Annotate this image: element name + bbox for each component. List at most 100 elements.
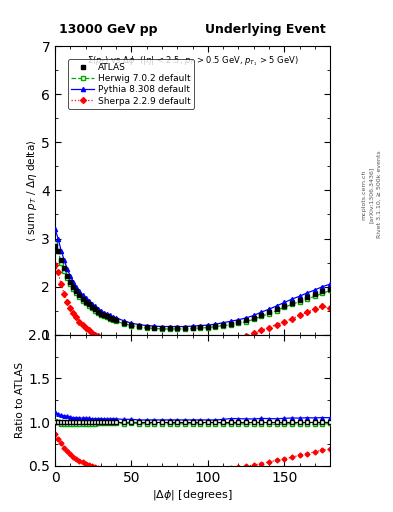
Pythia 8.308 default — [62, 257, 66, 263]
Sherpa 2.2.9 default — [129, 342, 134, 348]
Herwig 7.0.2 default — [236, 320, 241, 326]
Sherpa 2.2.9 default — [305, 309, 310, 315]
Herwig 7.0.2 default — [328, 287, 332, 293]
Sherpa 2.2.9 default — [108, 338, 112, 344]
Sherpa 2.2.9 default — [114, 339, 119, 346]
Sherpa 2.2.9 default — [320, 303, 325, 309]
ATLAS — [59, 257, 64, 263]
Herwig 7.0.2 default — [213, 324, 218, 330]
ATLAS — [274, 306, 279, 312]
ATLAS — [297, 297, 302, 303]
Herwig 7.0.2 default — [65, 275, 70, 282]
Herwig 7.0.2 default — [77, 294, 82, 300]
ATLAS — [221, 322, 226, 328]
Sherpa 2.2.9 default — [95, 333, 100, 339]
Pythia 8.308 default — [190, 323, 195, 329]
Herwig 7.0.2 default — [111, 317, 116, 323]
Pythia 8.308 default — [89, 301, 94, 307]
Sherpa 2.2.9 default — [111, 339, 116, 345]
Line: ATLAS: ATLAS — [53, 244, 332, 330]
Sherpa 2.2.9 default — [99, 334, 103, 340]
Pythia 8.308 default — [213, 321, 218, 327]
Sherpa 2.2.9 default — [68, 305, 73, 311]
Pythia 8.308 default — [274, 303, 279, 309]
ATLAS — [108, 315, 112, 321]
ATLAS — [206, 324, 210, 330]
Pythia 8.308 default — [77, 288, 82, 294]
Pythia 8.308 default — [244, 315, 248, 321]
Herwig 7.0.2 default — [53, 240, 57, 246]
Herwig 7.0.2 default — [266, 310, 271, 316]
ATLAS — [282, 303, 286, 309]
Sherpa 2.2.9 default — [53, 262, 57, 268]
Pythia 8.308 default — [80, 292, 85, 298]
ATLAS — [320, 288, 325, 294]
Pythia 8.308 default — [83, 295, 88, 301]
Pythia 8.308 default — [266, 306, 271, 312]
ATLAS — [121, 319, 126, 326]
Sherpa 2.2.9 default — [59, 281, 64, 287]
Herwig 7.0.2 default — [175, 326, 180, 332]
ATLAS — [74, 288, 79, 294]
Herwig 7.0.2 default — [183, 326, 187, 332]
Sherpa 2.2.9 default — [121, 341, 126, 347]
Herwig 7.0.2 default — [99, 311, 103, 317]
ATLAS — [198, 324, 202, 330]
Sherpa 2.2.9 default — [213, 339, 218, 346]
ATLAS — [56, 247, 61, 253]
Line: Sherpa 2.2.9 default: Sherpa 2.2.9 default — [53, 263, 332, 348]
ATLAS — [111, 316, 116, 323]
Sherpa 2.2.9 default — [266, 325, 271, 331]
Sherpa 2.2.9 default — [74, 314, 79, 321]
Sherpa 2.2.9 default — [101, 336, 106, 342]
ATLAS — [252, 315, 256, 321]
Sherpa 2.2.9 default — [198, 342, 202, 348]
Pythia 8.308 default — [92, 303, 97, 309]
Pythia 8.308 default — [74, 284, 79, 290]
Sherpa 2.2.9 default — [144, 343, 149, 349]
Pythia 8.308 default — [111, 314, 116, 320]
ATLAS — [86, 302, 91, 308]
Pythia 8.308 default — [297, 293, 302, 300]
ATLAS — [77, 292, 82, 298]
ATLAS — [62, 265, 66, 271]
Sherpa 2.2.9 default — [175, 343, 180, 349]
Pythia 8.308 default — [53, 226, 57, 232]
Pythia 8.308 default — [152, 323, 157, 329]
Pythia 8.308 default — [108, 312, 112, 318]
Herwig 7.0.2 default — [312, 293, 317, 300]
Y-axis label: $\langle$ sum $p_T$ / $\Delta\eta$ delta$\rangle$: $\langle$ sum $p_T$ / $\Delta\eta$ delta… — [24, 139, 39, 242]
Herwig 7.0.2 default — [190, 326, 195, 332]
Herwig 7.0.2 default — [144, 325, 149, 331]
Sherpa 2.2.9 default — [206, 340, 210, 347]
Pythia 8.308 default — [305, 290, 310, 296]
Pythia 8.308 default — [320, 284, 325, 290]
Sherpa 2.2.9 default — [236, 334, 241, 340]
Pythia 8.308 default — [282, 300, 286, 306]
Pythia 8.308 default — [59, 247, 64, 253]
Sherpa 2.2.9 default — [89, 330, 94, 336]
Pythia 8.308 default — [114, 315, 119, 321]
Sherpa 2.2.9 default — [71, 310, 76, 316]
Herwig 7.0.2 default — [74, 290, 79, 296]
Sherpa 2.2.9 default — [244, 333, 248, 339]
Text: $\Sigma(p_T)$ vs $\Delta\phi$  ($|\eta|$ < 2.5, $p_T$ > 0.5 GeV, $p_{T_1}$ > 5 G: $\Sigma(p_T)$ vs $\Delta\phi$ ($|\eta|$ … — [87, 55, 298, 68]
X-axis label: $|\Delta\phi|$ [degrees]: $|\Delta\phi|$ [degrees] — [152, 487, 233, 502]
Herwig 7.0.2 default — [198, 325, 202, 331]
Herwig 7.0.2 default — [105, 314, 109, 321]
ATLAS — [89, 304, 94, 310]
Y-axis label: Ratio to ATLAS: Ratio to ATLAS — [15, 362, 26, 438]
ATLAS — [53, 243, 57, 249]
Herwig 7.0.2 default — [92, 308, 97, 314]
Sherpa 2.2.9 default — [282, 318, 286, 325]
Pythia 8.308 default — [221, 319, 226, 326]
Herwig 7.0.2 default — [305, 296, 310, 302]
Pythia 8.308 default — [129, 320, 134, 326]
ATLAS — [175, 325, 180, 331]
Pythia 8.308 default — [105, 311, 109, 317]
Sherpa 2.2.9 default — [160, 343, 164, 349]
ATLAS — [68, 279, 73, 285]
Pythia 8.308 default — [121, 318, 126, 324]
Pythia 8.308 default — [236, 317, 241, 323]
ATLAS — [236, 319, 241, 325]
